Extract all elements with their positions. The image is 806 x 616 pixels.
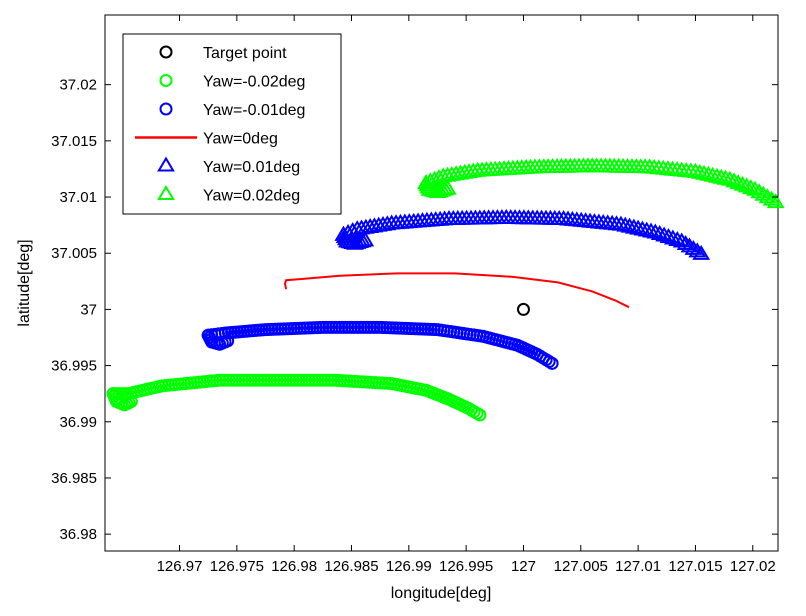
series-yaw-0-01deg <box>334 208 711 260</box>
data-point <box>746 180 764 196</box>
y-tick-label: 36.98 <box>59 526 97 543</box>
data-point <box>664 229 682 245</box>
series-yaw-0-01deg <box>201 320 559 370</box>
y-tick-label: 36.99 <box>59 414 97 431</box>
data-point <box>737 177 756 193</box>
series-yaw-0deg <box>283 272 630 309</box>
target-point-marker <box>516 302 530 316</box>
legend-triangle-marker <box>157 156 175 172</box>
data-point <box>655 226 673 242</box>
x-tick-label: 127.005 <box>554 558 608 575</box>
data-point <box>692 244 711 260</box>
data-point <box>741 179 760 195</box>
y-tick-label: 36.985 <box>51 470 97 487</box>
legend-entry: Yaw=0.02deg <box>157 185 300 205</box>
data-layer <box>106 157 785 422</box>
series-yaw-0-02deg <box>417 157 785 209</box>
data-point <box>668 231 687 246</box>
data-point <box>680 237 699 253</box>
legend-circle-marker <box>159 45 173 59</box>
legend-label: Yaw=0.01deg <box>203 159 300 176</box>
data-point <box>659 228 678 243</box>
legend-circle-marker <box>159 102 173 116</box>
y-tick-label: 37.005 <box>51 245 97 262</box>
data-point <box>762 190 781 206</box>
legend-label: Yaw=-0.02deg <box>203 74 305 91</box>
data-point <box>766 193 785 209</box>
x-tick-label: 127.01 <box>615 558 661 575</box>
y-tick-label: 36.995 <box>51 358 97 375</box>
data-point <box>684 239 703 255</box>
data-point <box>672 232 691 248</box>
legend-box <box>122 33 342 215</box>
series-target-point <box>516 302 530 316</box>
data-point <box>356 231 375 247</box>
x-tick-label: 126.98 <box>271 558 317 575</box>
data-point <box>754 185 773 201</box>
data-point <box>720 170 739 186</box>
x-tick-label: 126.97 <box>157 558 203 575</box>
legend-entry: Yaw=0deg <box>135 131 278 148</box>
x-tick-label: 127.015 <box>668 558 722 575</box>
legend-label: Yaw=-0.01deg <box>203 102 305 119</box>
x-tick-label: 126.985 <box>324 558 378 575</box>
data-point <box>725 172 743 188</box>
data-point <box>758 188 777 204</box>
data-point <box>438 179 457 195</box>
y-tick-label: 37.01 <box>59 189 97 206</box>
data-point <box>473 408 487 422</box>
legend: Target point Yaw=-0.02deg Yaw=-0.01deg Yaw=… <box>122 33 342 215</box>
data-point <box>676 234 695 250</box>
data-point <box>650 225 669 240</box>
x-tick-label: 126.99 <box>386 558 432 575</box>
legend-label: Target point <box>203 45 287 62</box>
x-axis-label: longitude[deg] <box>391 585 492 602</box>
data-point <box>750 183 769 199</box>
x-tick-label: 127.02 <box>730 558 776 575</box>
y-axis-label: latitude[deg] <box>16 239 33 326</box>
y-tick-label: 37 <box>80 301 97 318</box>
data-point <box>729 174 748 190</box>
legend-circle-marker <box>159 74 173 87</box>
data-point <box>545 356 559 370</box>
legend-entry: Yaw=-0.01deg <box>159 102 305 119</box>
y-tick-label: 37.015 <box>51 133 97 150</box>
data-point <box>733 175 752 191</box>
y-tick-label: 37.02 <box>59 77 97 94</box>
data-point <box>646 223 665 239</box>
legend-label: Yaw=0.02deg <box>203 188 300 205</box>
data-point <box>688 242 707 258</box>
x-tick-label: 126.995 <box>439 558 493 575</box>
x-tick-label: 126.975 <box>210 558 264 575</box>
series-yaw-0-02deg <box>106 373 487 422</box>
series-line <box>283 272 630 309</box>
x-tick-label: 127 <box>511 558 536 575</box>
axis-layer: 126.97 126.975 126.98 126.985 126.99 126.995 1… <box>51 15 778 575</box>
legend-entry: Yaw=-0.02deg <box>159 74 305 91</box>
legend-label: Yaw=0deg <box>203 131 278 148</box>
legend-entry: Target point <box>159 45 287 62</box>
legend-entry: Yaw=0.01deg <box>157 156 300 176</box>
legend-triangle-marker <box>157 185 175 200</box>
